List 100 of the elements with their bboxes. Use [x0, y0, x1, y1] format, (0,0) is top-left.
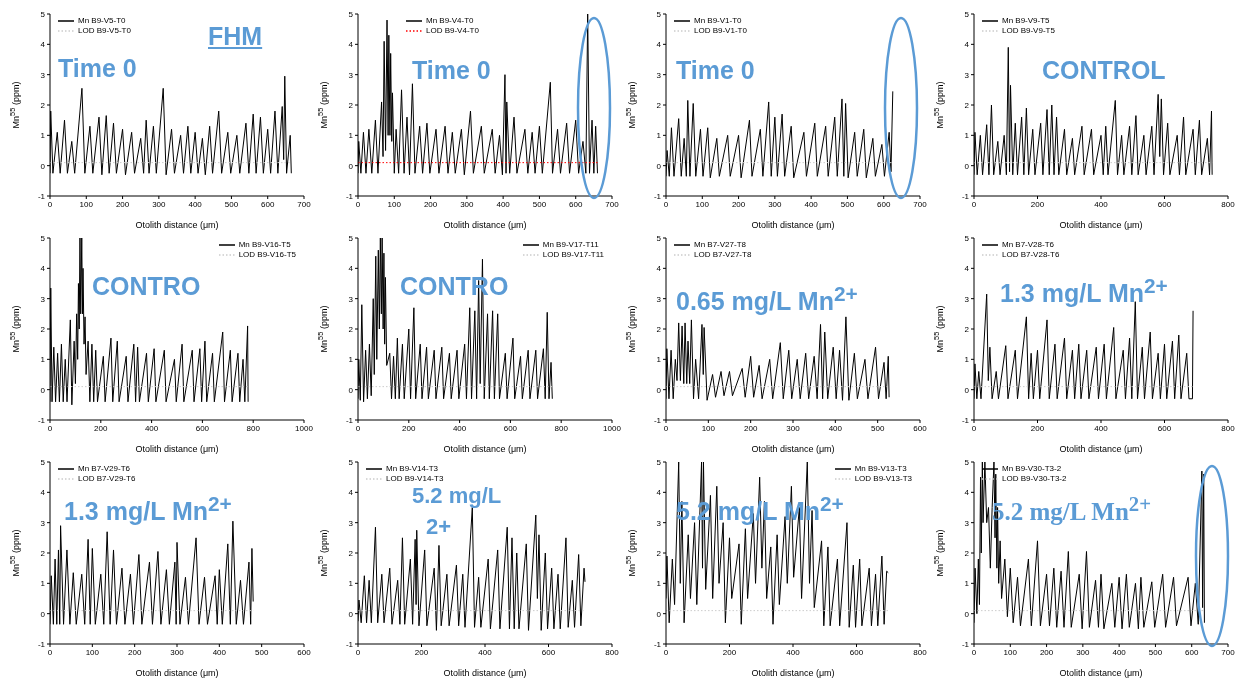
- x-axis-title: Otolith distance (μm): [443, 444, 527, 454]
- annotation: FHM: [208, 22, 263, 50]
- x-tick-label: 300: [768, 199, 783, 209]
- legend-label: Mn B9-V30-T3-2: [1002, 464, 1062, 474]
- y-tick-label: 3: [40, 294, 46, 304]
- legend-label: LOD B9-V14-T3: [386, 474, 444, 484]
- x-tick-label: 400: [496, 199, 511, 209]
- legend-label: LOD B9-V5-T0: [78, 26, 131, 36]
- x-tick-label: 200: [743, 423, 758, 433]
- legend-label: LOD B7-V28-T6: [1002, 250, 1060, 260]
- y-tick-label: 4: [964, 488, 970, 498]
- y-tick-label: 3: [964, 518, 970, 528]
- x-tick-label: 400: [1094, 199, 1109, 209]
- x-axis-title: Otolith distance (μm): [443, 668, 527, 678]
- x-tick-label: 300: [1076, 647, 1091, 657]
- legend-label: LOD B9-V9-T5: [1002, 26, 1055, 36]
- y-tick-label: 3: [40, 518, 46, 528]
- x-tick-label: 200: [94, 423, 109, 433]
- y-tick-label: 0: [348, 609, 354, 619]
- x-tick-label: 200: [414, 647, 429, 657]
- y-tick-label: 2: [348, 100, 354, 110]
- y-tick-label: 5: [964, 233, 970, 243]
- x-tick-label: 0: [47, 199, 53, 209]
- y-tick-label: 4: [964, 264, 970, 274]
- x-tick-label: 0: [971, 199, 977, 209]
- x-tick-label: 0: [355, 199, 361, 209]
- y-tick-label: 4: [656, 264, 662, 274]
- y-tick-label: 1: [348, 131, 354, 141]
- y-tick-label: 3: [656, 518, 662, 528]
- annotation: 1.3 mg/L Mn$^{2+}$: [64, 491, 232, 526]
- legend-label: Mn B9-V14-T3: [386, 464, 439, 474]
- x-tick-label: 800: [554, 423, 569, 433]
- x-tick-label: 300: [460, 199, 475, 209]
- legend-label: Mn B9-V13-T3: [854, 464, 907, 474]
- x-tick-label: 100: [695, 199, 710, 209]
- x-axis-title: Otolith distance (μm): [751, 444, 835, 454]
- y-tick-label: 3: [964, 294, 970, 304]
- y-tick-label: -1: [653, 415, 662, 425]
- y-tick-label: 0: [348, 161, 354, 171]
- y-tick-label: 5: [656, 9, 662, 19]
- y-tick-label: 1: [40, 579, 46, 589]
- y-tick-label: 2: [40, 548, 46, 558]
- x-tick-label: 600: [541, 647, 556, 657]
- y-tick-label: 1: [656, 579, 662, 589]
- x-tick-label: 700: [1221, 647, 1236, 657]
- annotation: 1.3 mg/L Mn$^{2+}$: [1000, 273, 1168, 308]
- y-tick-label: 1: [348, 355, 354, 365]
- x-tick-label: 500: [532, 199, 547, 209]
- y-tick-label: 1: [40, 355, 46, 365]
- x-tick-label: 0: [663, 423, 669, 433]
- x-tick-label: 400: [1094, 423, 1109, 433]
- x-tick-label: 600: [1185, 647, 1199, 657]
- x-axis-title: Otolith distance (μm): [1059, 668, 1143, 678]
- x-tick-label: 600: [195, 423, 210, 433]
- y-tick-label: 2: [40, 100, 46, 110]
- x-tick-label: 500: [840, 199, 855, 209]
- x-tick-label: 200: [731, 199, 746, 209]
- x-tick-label: 0: [47, 423, 53, 433]
- legend-label: Mn B9-V9-T5: [1002, 16, 1050, 26]
- y-tick-label: 5: [40, 457, 46, 467]
- y-tick-label: 1: [40, 131, 46, 141]
- x-tick-label: 700: [605, 199, 620, 209]
- y-tick-label: 2: [40, 324, 46, 334]
- y-tick-label: 3: [348, 294, 354, 304]
- y-tick-label: 5: [40, 233, 46, 243]
- legend-label: Mn B9-V16-T5: [238, 240, 291, 250]
- x-tick-label: 600: [877, 199, 891, 209]
- x-tick-label: 500: [870, 423, 885, 433]
- y-tick-label: -1: [345, 415, 354, 425]
- y-tick-label: 4: [348, 40, 354, 50]
- y-tick-label: 1: [348, 579, 354, 589]
- legend-label: LOD B9-V13-T3: [854, 474, 912, 484]
- x-axis-title: Otolith distance (μm): [751, 668, 835, 678]
- x-axis-title: Otolith distance (μm): [1059, 444, 1143, 454]
- y-tick-label: 5: [348, 233, 354, 243]
- y-tick-label: 0: [348, 385, 354, 395]
- x-tick-label: 600: [569, 199, 583, 209]
- x-tick-label: 600: [261, 199, 275, 209]
- y-tick-label: 4: [40, 264, 46, 274]
- x-tick-label: 100: [1003, 647, 1018, 657]
- x-tick-label: 400: [452, 423, 467, 433]
- x-tick-label: 100: [701, 423, 716, 433]
- y-tick-label: 3: [348, 518, 354, 528]
- x-tick-label: 0: [355, 423, 361, 433]
- legend-label: LOD B9-V4-T0: [426, 26, 479, 36]
- y-tick-label: 0: [40, 161, 46, 171]
- y-tick-label: 4: [656, 488, 662, 498]
- y-tick-label: 5: [40, 9, 46, 19]
- y-tick-label: -1: [37, 191, 46, 201]
- y-tick-label: 0: [964, 385, 970, 395]
- x-tick-label: 500: [254, 647, 269, 657]
- legend-label: Mn B7-V29-T6: [78, 464, 131, 474]
- y-tick-label: 5: [656, 457, 662, 467]
- x-tick-label: 400: [804, 199, 819, 209]
- y-tick-label: -1: [961, 639, 970, 649]
- x-tick-label: 800: [605, 647, 620, 657]
- y-tick-label: 4: [348, 488, 354, 498]
- x-tick-label: 200: [127, 647, 142, 657]
- x-tick-label: 600: [913, 423, 928, 433]
- y-tick-label: 4: [964, 40, 970, 50]
